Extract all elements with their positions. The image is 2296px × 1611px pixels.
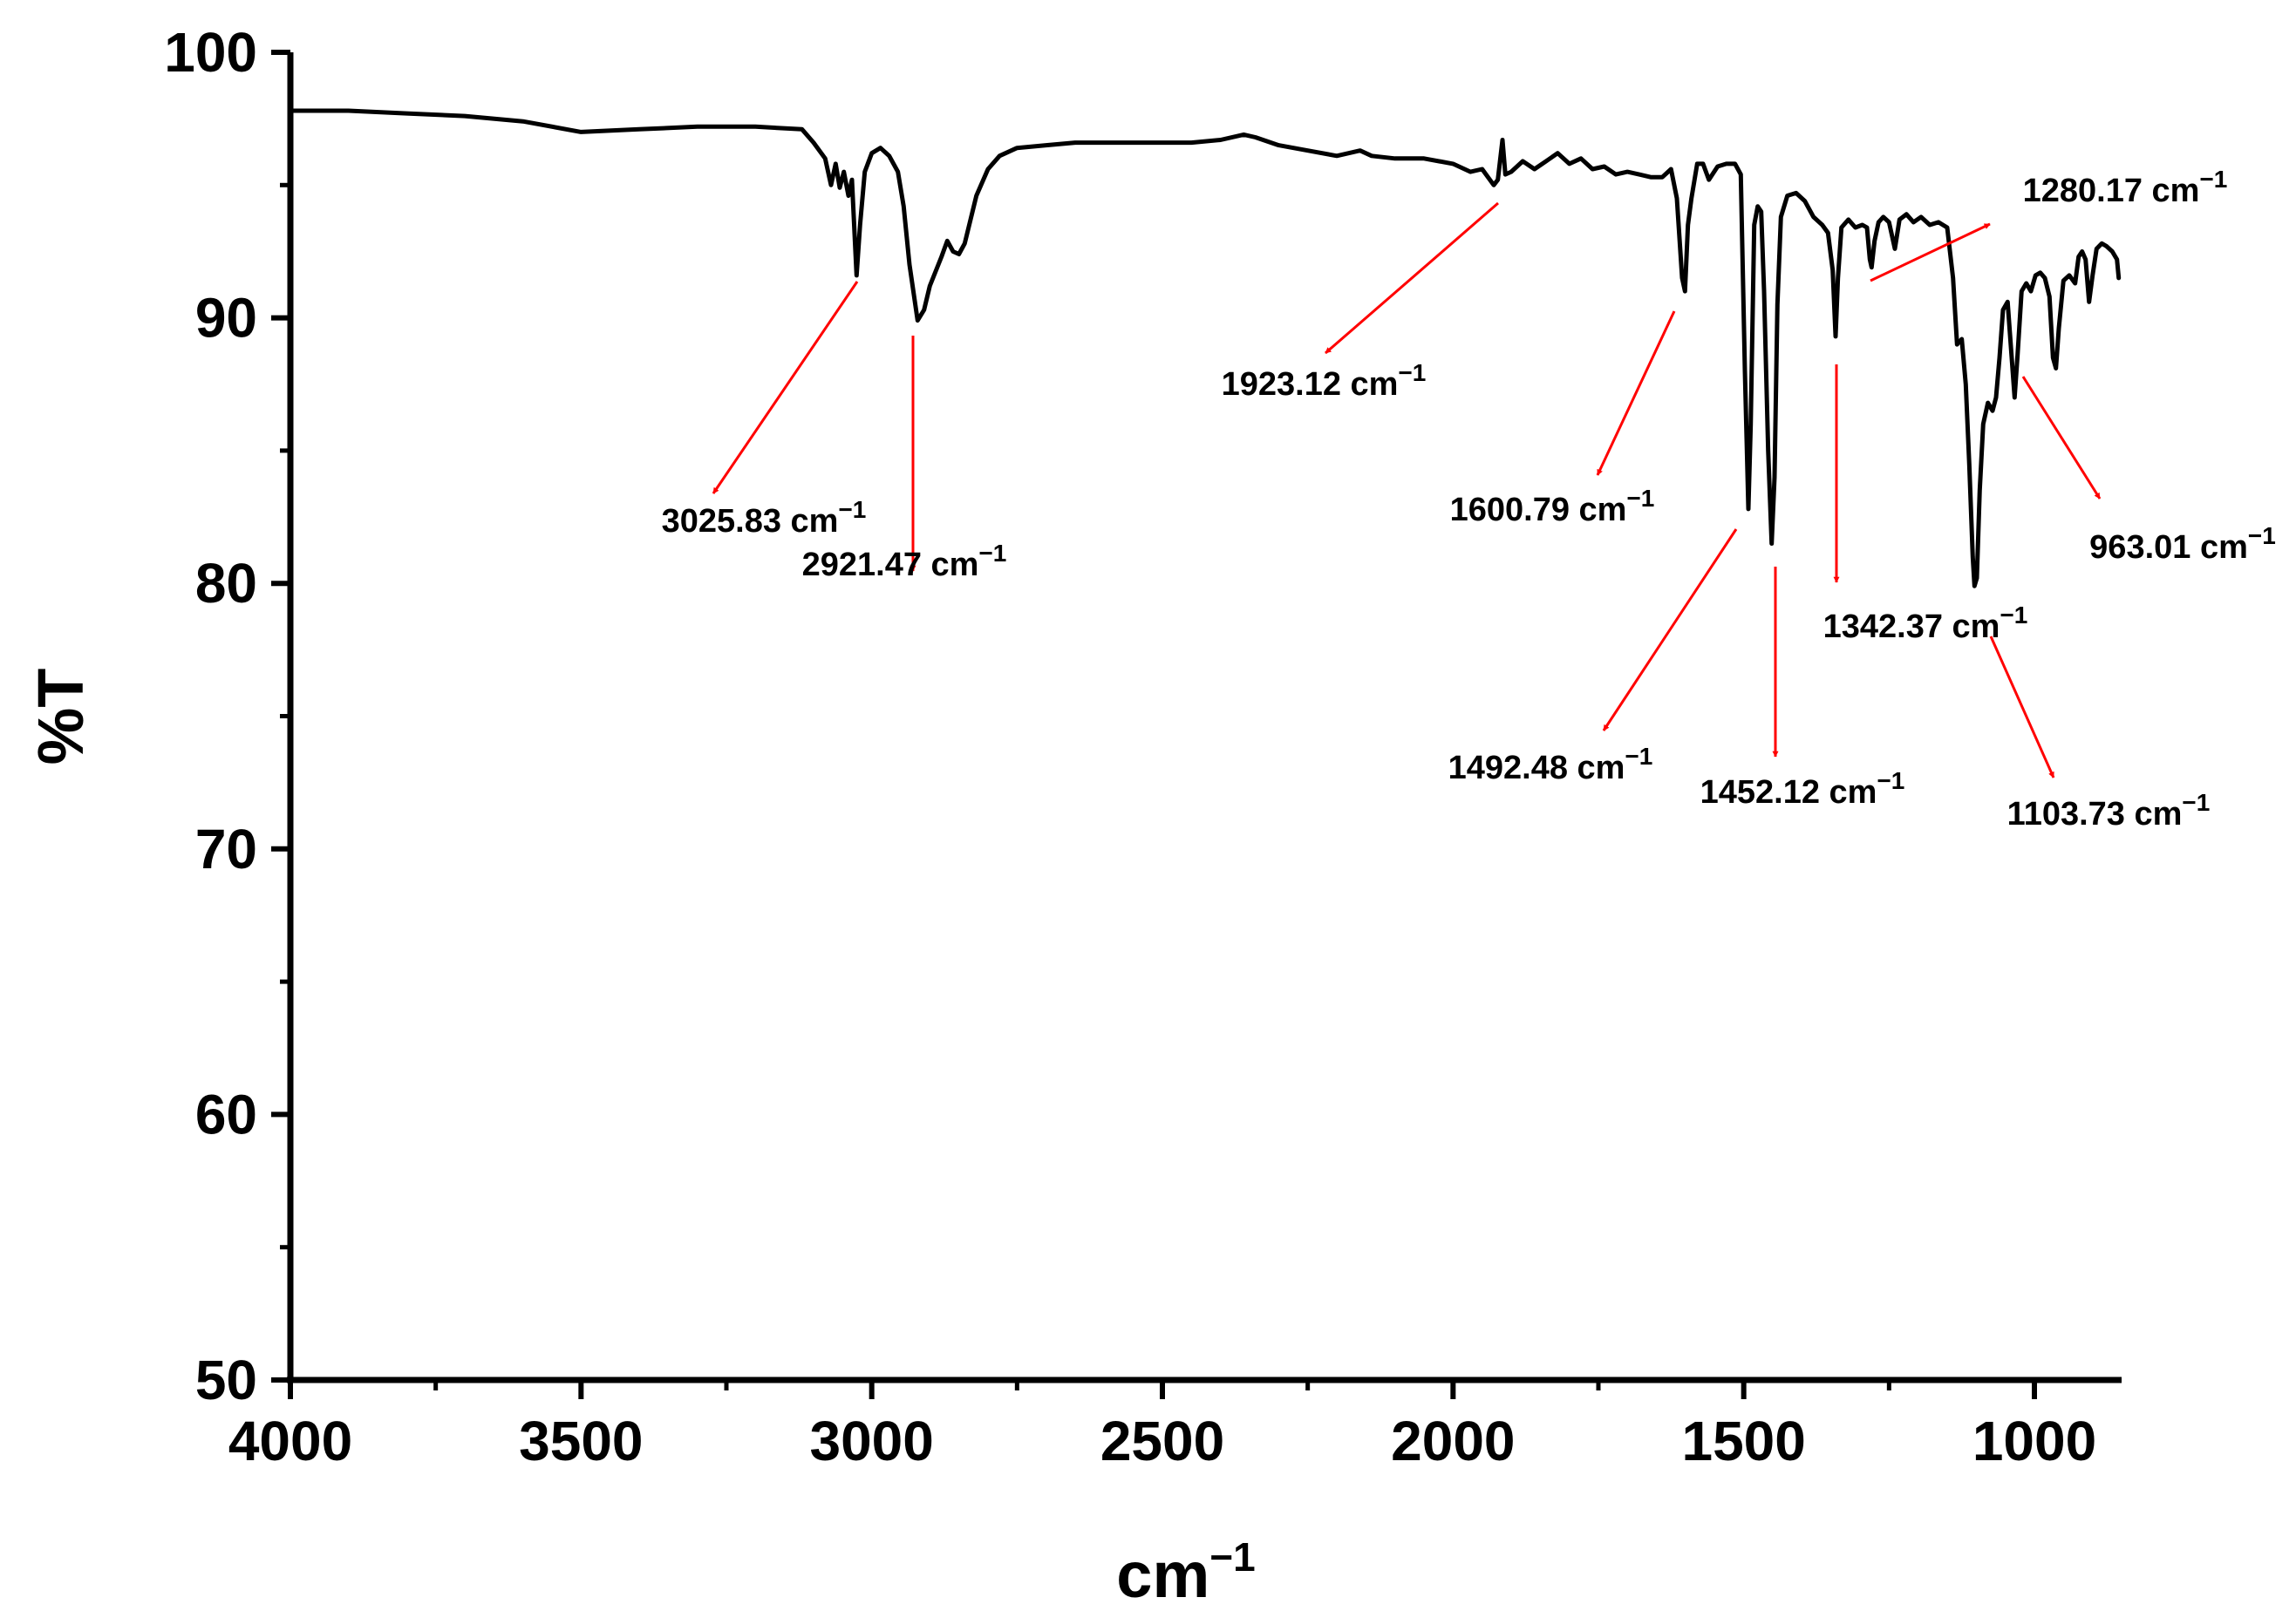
x-tick-label: 4000 [228, 1410, 352, 1472]
axes [287, 52, 2122, 1383]
peak-label: 1103.73 cm−1 [2007, 789, 2211, 833]
peak-label: 1923.12 cm−1 [1222, 359, 1427, 403]
x-tick-label: 3000 [809, 1410, 933, 1472]
y-axis-title: %T [24, 669, 97, 765]
spectrum-series [288, 108, 2122, 588]
y-tick-label: 70 [195, 818, 257, 880]
x-tick-label: 3500 [519, 1410, 643, 1472]
peak-arrow [1989, 636, 2055, 778]
x-tick-label: 2500 [1100, 1410, 1224, 1472]
peak-arrow [2021, 376, 2102, 500]
y-ticks: 50 60 70 80 90 100 [164, 21, 290, 1411]
y-tick-label: 50 [195, 1349, 257, 1411]
peak-arrow [712, 281, 859, 494]
peak-label: 1600.79 cm−1 [1450, 485, 1655, 528]
peak-label: 1492.48 cm−1 [1448, 743, 1653, 786]
x-tick-label: 2000 [1391, 1410, 1515, 1472]
y-tick-label: 90 [195, 287, 257, 350]
peak-arrow [1325, 201, 1499, 355]
peak-label: 963.01 cm−1 [2089, 522, 2276, 566]
peak-label: 1452.12 cm−1 [1700, 767, 1905, 811]
x-tick-label: 1500 [1681, 1410, 1805, 1472]
y-tick-label: 100 [164, 21, 257, 84]
peak-label: 3025.83 cm−1 [662, 496, 867, 540]
peak-label: 1280.17 cm−1 [2023, 166, 2228, 209]
spectrum-line [288, 108, 2122, 588]
peak-label: 1342.37 cm−1 [1823, 602, 2028, 645]
y-tick-label: 80 [195, 552, 257, 615]
x-axis-title: cm−1 [1116, 1534, 1255, 1611]
peak-label: 2921.47 cm−1 [802, 540, 1007, 583]
peak-arrow [1596, 310, 1676, 476]
x-tick-label: 1000 [1972, 1410, 2096, 1472]
y-tick-label: 60 [195, 1083, 257, 1145]
peak-arrow [1602, 528, 1738, 731]
peak-arrow [1870, 222, 1991, 282]
x-ticks: 4000 3500 3000 2500 2000 1500 1000 [228, 1380, 2096, 1472]
